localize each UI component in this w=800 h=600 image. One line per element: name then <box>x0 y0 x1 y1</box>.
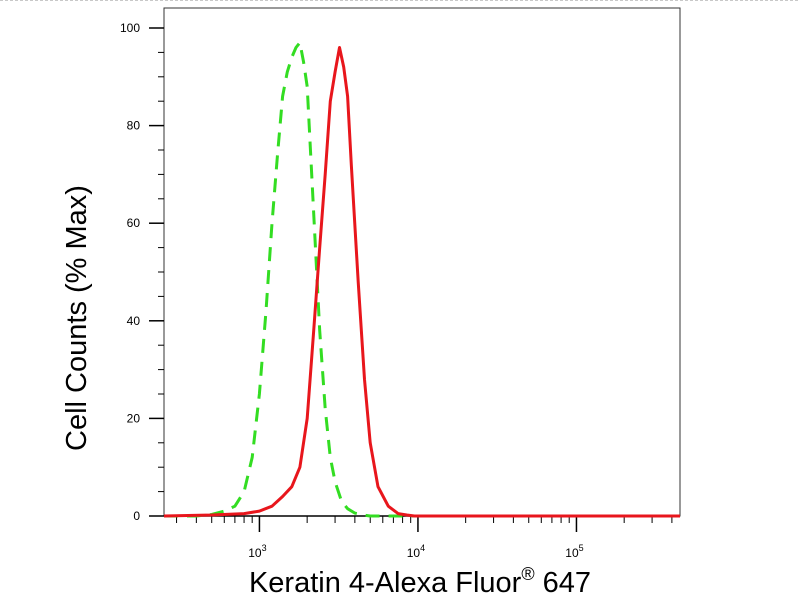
y-tick-label: 0 <box>133 509 140 523</box>
y-tick-label: 40 <box>127 314 141 328</box>
x-axis-title: Keratin 4-Alexa Fluor® 647 <box>249 564 591 599</box>
y-tick-label: 80 <box>127 119 141 133</box>
y-tick-label: 20 <box>127 411 141 425</box>
x-axis-title-main: Keratin 4-Alexa Fluor <box>249 567 522 599</box>
x-tick-label: 103 <box>248 543 266 560</box>
y-tick-label: 60 <box>127 216 141 230</box>
y-axis: 0 20 40 60 80 100 <box>120 21 164 523</box>
series-line-solid <box>163 46 680 518</box>
x-tick-label: 104 <box>407 543 425 560</box>
y-axis-title: Cell Counts (% Max) <box>61 185 93 451</box>
x-axis: 103 104 105 <box>164 515 680 560</box>
registered-mark: ® <box>521 564 534 584</box>
plot-frame <box>163 7 681 517</box>
x-tick-label: 105 <box>565 543 583 560</box>
y-tick-label: 100 <box>120 21 140 35</box>
series-layer <box>163 41 680 518</box>
x-axis-title-tail: 647 <box>535 567 591 599</box>
series-line-dashed <box>164 41 680 518</box>
